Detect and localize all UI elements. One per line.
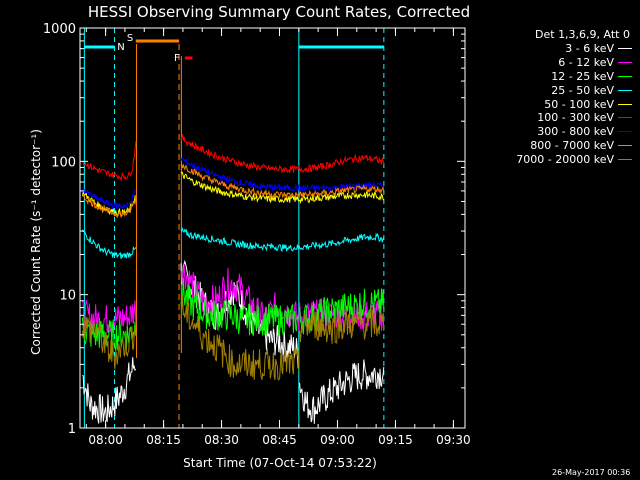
legend-entry-label: 12 - 25 keV (551, 69, 614, 83)
y-tick-label: 1 (68, 422, 76, 437)
series-line-800-7000-kev (180, 163, 385, 199)
series-line-3-6-kev (180, 259, 300, 369)
series-line-3-6-kev (82, 357, 137, 424)
night-marker-label: N (117, 42, 124, 53)
y-tick-label: 10 (59, 289, 76, 304)
legend-entry: 50 - 100 keV (482, 97, 632, 111)
legend-entry: 800 - 7000 keV (482, 139, 632, 153)
legend-entry: 25 - 50 keV (482, 83, 632, 97)
chart-legend: Det 1,3,6,9, Att 0 3 - 6 keV 6 - 12 keV 12… (482, 28, 632, 166)
legend-entry-label: 100 - 300 keV (537, 111, 614, 125)
series-line-300-800-kev (81, 186, 137, 210)
x-tick-label: 08:15 (146, 433, 181, 447)
saa-marker-label: S (127, 33, 133, 44)
legend-entry-swatch (618, 117, 632, 119)
legend-entry-swatch (618, 103, 632, 105)
series-line-7000-20000-kev (180, 295, 300, 381)
legend-entry-label: 6 - 12 keV (558, 56, 614, 70)
x-tick-label: 08:45 (262, 433, 297, 447)
legend-entry: 100 - 300 keV (482, 111, 632, 125)
legend-entry-swatch (618, 144, 632, 146)
series-line-50-100-kev (81, 191, 137, 217)
chart-title: HESSI Observing Summary Count Rates, Cor… (88, 3, 470, 21)
series-line-25-50-kev (180, 227, 385, 252)
legend-entry-swatch (618, 158, 632, 160)
x-tick-label: 08:30 (204, 433, 239, 447)
legend-entry-label: 50 - 100 keV (544, 97, 614, 111)
legend-entry: 6 - 12 keV (482, 56, 632, 70)
series-line-7000-20000-kev (81, 316, 137, 370)
series-line-100-300-kev (180, 133, 385, 175)
generation-timestamp: 26-May-2017 00:36 (552, 468, 631, 477)
legend-entry-swatch (618, 131, 632, 133)
series-line-50-100-kev (180, 171, 385, 205)
y-axis-label: Corrected Count Rate (s⁻¹ detector⁻¹) (29, 129, 43, 355)
legend-entry: 7000 - 20000 keV (482, 152, 632, 166)
series-line-300-800-kev (180, 157, 385, 193)
x-tick-label: 09:30 (436, 433, 471, 447)
legend-entry-swatch (618, 48, 632, 50)
series-line-25-50-kev (81, 229, 137, 259)
legend-entry-swatch (618, 89, 632, 91)
series-line-12-25-kev (299, 288, 385, 335)
legend-entry: 3 - 6 keV (482, 42, 632, 56)
legend-entry-label: 300 - 800 keV (537, 125, 614, 139)
series-line-12-25-kev (81, 317, 137, 351)
series-line-100-300-kev (82, 141, 137, 182)
legend-entry: 300 - 800 keV (482, 125, 632, 139)
x-tick-label: 08:00 (88, 433, 123, 447)
x-tick-label: 09:15 (378, 433, 413, 447)
series-line-3-6-kev (299, 359, 385, 424)
series-line-7000-20000-kev (299, 308, 385, 344)
legend-entry-swatch (618, 75, 632, 77)
legend-entry-label: 3 - 6 keV (565, 42, 614, 56)
x-tick-label: 09:00 (320, 433, 355, 447)
legend-title: Det 1,3,6,9, Att 0 (535, 28, 630, 41)
y-tick-label: 100 (51, 155, 76, 170)
series-line-800-7000-kev (81, 193, 137, 219)
legend-entry-swatch (618, 62, 632, 64)
series-line-12-25-kev (180, 277, 300, 336)
flare-marker-label: F (174, 53, 180, 64)
legend-entry-label: 25 - 50 keV (551, 83, 614, 97)
y-tick-label: 1000 (43, 22, 76, 37)
legend-entry-label: 7000 - 20000 keV (516, 152, 614, 166)
x-axis-label: Start Time (07-Oct-14 07:53:22) (183, 456, 377, 470)
plot-frame (79, 27, 466, 429)
legend-entry-label: 800 - 7000 keV (530, 138, 614, 152)
legend-entry: 12 - 25 keV (482, 70, 632, 84)
